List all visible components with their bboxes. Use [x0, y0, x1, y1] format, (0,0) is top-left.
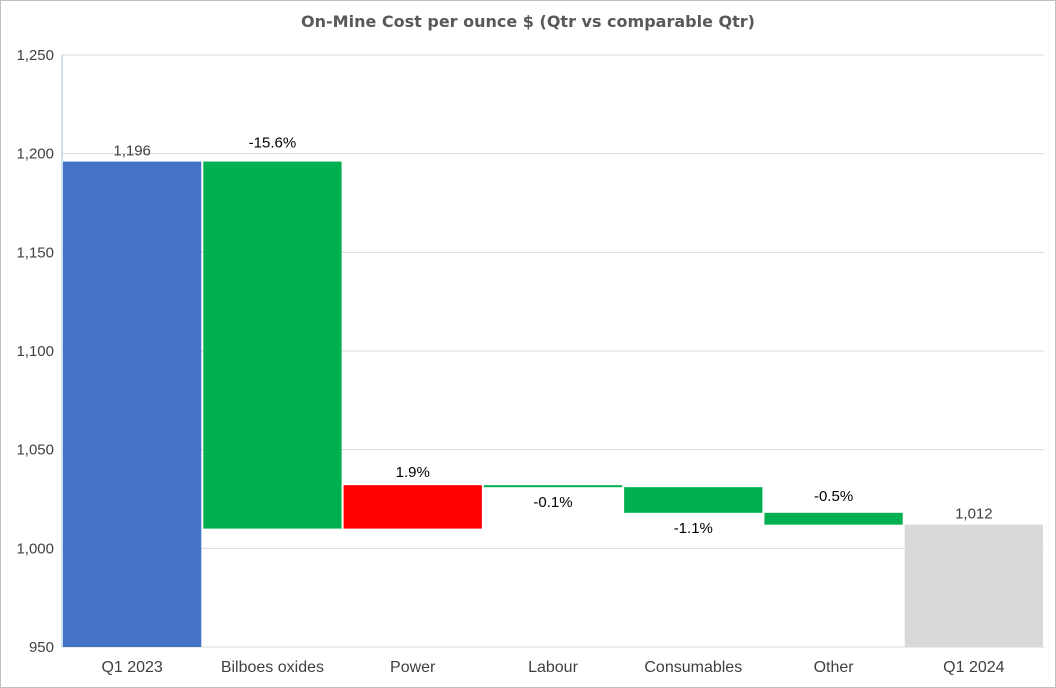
- x-category-label: Other: [814, 659, 855, 676]
- x-category-label: Labour: [528, 659, 578, 676]
- y-tick-label: 950: [29, 639, 54, 656]
- data-label: -15.6%: [249, 135, 297, 152]
- bar-q1-2024: [904, 524, 1043, 647]
- bar-labour: [483, 485, 623, 488]
- x-category-label: Power: [390, 659, 436, 676]
- bar-bilboes-oxides: [203, 161, 342, 529]
- bar-other: [764, 512, 903, 525]
- data-label: -0.5%: [814, 488, 853, 505]
- x-axis-categories: Q1 2023 Bilboes oxides Power Labour Consumab…: [101, 659, 1004, 676]
- y-tick-label: 1,100: [16, 343, 54, 360]
- data-label: 1,196: [113, 143, 151, 160]
- chart-title: On-Mine Cost per ounce $ (Qtr vs compara…: [301, 12, 755, 31]
- y-tick-label: 1,150: [16, 244, 54, 261]
- bar-consumables: [624, 487, 763, 513]
- bar-power: [343, 485, 482, 529]
- data-label: -1.1%: [674, 520, 713, 537]
- y-tick-label: 1,250: [16, 47, 54, 64]
- x-category-label: Q1 2024: [943, 659, 1004, 676]
- y-axis-ticks: 950 1,000 1,050 1,100 1,150 1,200 1,250: [16, 47, 54, 656]
- data-label: 1,012: [955, 506, 993, 523]
- y-tick-label: 1,200: [16, 146, 54, 163]
- x-category-label: Bilboes oxides: [221, 659, 324, 676]
- data-labels: 1,196 -15.6% 1.9% -0.1% -1.1% -0.5% 1,012: [113, 135, 992, 537]
- data-label: -0.1%: [533, 494, 572, 511]
- bar-q1-2023: [63, 161, 202, 647]
- data-label: 1.9%: [396, 464, 430, 481]
- bars: [63, 161, 1043, 647]
- x-category-label: Consumables: [644, 659, 742, 676]
- y-tick-label: 1,050: [16, 442, 54, 459]
- y-tick-label: 1,000: [16, 540, 54, 557]
- x-category-label: Q1 2023: [101, 659, 162, 676]
